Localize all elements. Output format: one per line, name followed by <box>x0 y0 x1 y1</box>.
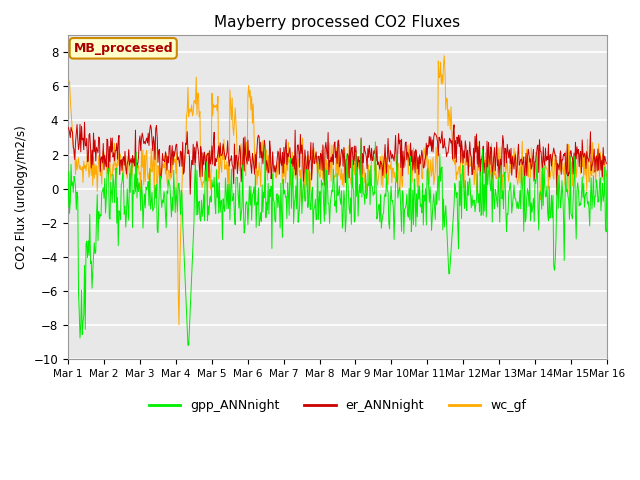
gpp_ANNnight <box>603 168 611 173</box>
Line: gpp_ANNnight: gpp_ANNnight <box>68 140 607 345</box>
wc_gf <box>603 170 611 176</box>
er_ANNnight <box>404 149 412 155</box>
er_ANNnight <box>603 161 611 167</box>
gpp_ANNnight <box>129 187 137 193</box>
Line: er_ANNnight: er_ANNnight <box>68 122 607 195</box>
gpp_ANNnight <box>64 204 72 210</box>
gpp_ANNnight <box>185 342 193 348</box>
wc_gf <box>185 114 193 120</box>
er_ANNnight <box>213 155 221 161</box>
wc_gf <box>129 154 137 159</box>
gpp_ANNnight <box>357 137 365 143</box>
er_ANNnight <box>64 124 72 130</box>
wc_gf <box>74 160 82 166</box>
gpp_ANNnight <box>213 195 221 201</box>
Text: MB_processed: MB_processed <box>74 42 173 55</box>
er_ANNnight <box>419 165 427 171</box>
gpp_ANNnight <box>184 342 192 348</box>
er_ANNnight <box>74 136 82 142</box>
wc_gf <box>419 156 427 161</box>
wc_gf <box>64 78 72 84</box>
gpp_ANNnight <box>420 192 428 198</box>
er_ANNnight <box>130 156 138 162</box>
gpp_ANNnight <box>404 214 412 220</box>
er_ANNnight <box>185 147 193 153</box>
er_ANNnight <box>81 119 88 125</box>
Legend: gpp_ANNnight, er_ANNnight, wc_gf: gpp_ANNnight, er_ANNnight, wc_gf <box>143 395 531 418</box>
wc_gf <box>404 143 412 148</box>
Y-axis label: CO2 Flux (urology/m2/s): CO2 Flux (urology/m2/s) <box>15 125 28 269</box>
wc_gf <box>213 108 221 114</box>
wc_gf <box>440 53 448 59</box>
Title: Mayberry processed CO2 Fluxes: Mayberry processed CO2 Fluxes <box>214 15 461 30</box>
Line: wc_gf: wc_gf <box>68 56 607 325</box>
wc_gf <box>175 322 183 328</box>
er_ANNnight <box>553 192 561 198</box>
gpp_ANNnight <box>74 194 82 200</box>
